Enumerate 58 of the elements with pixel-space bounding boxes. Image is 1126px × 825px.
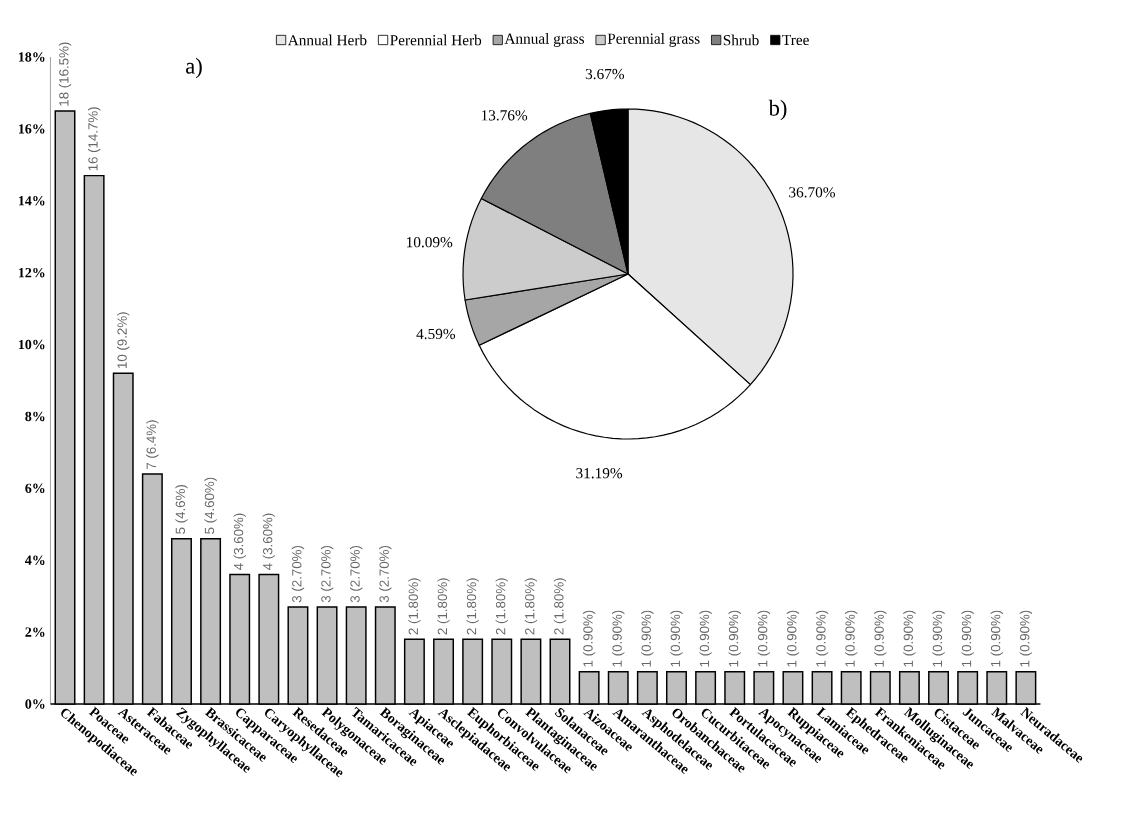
y-tick-label: 12% — [18, 267, 45, 278]
data-label: 1 (0.90%) — [961, 610, 974, 667]
data-label: 1 (0.90%) — [641, 610, 654, 667]
data-label: 1 (0.90%) — [699, 610, 712, 667]
data-label: 16 (14.7%) — [87, 107, 101, 171]
data-label: 3 (2.70%) — [379, 545, 392, 603]
y-tick-label: 16% — [18, 124, 45, 134]
data-label: 1 (0.90%) — [728, 610, 741, 667]
legend-label: Annual Herb — [287, 34, 367, 46]
y-tick-label: 10% — [18, 339, 45, 350]
legend-label: Perennial grass — [607, 33, 700, 47]
y-tick-label: 8% — [25, 411, 45, 422]
chart-title: a) — [186, 57, 202, 79]
data-label: 1 (0.90%) — [932, 610, 945, 667]
data-label: 2 (1.80%) — [553, 578, 567, 635]
legend-label: Perennial Herb — [390, 34, 482, 46]
data-label: 1 (0.90%) — [903, 610, 916, 667]
y-tick-label: 0% — [25, 699, 45, 709]
data-label: 3 (2.70%) — [291, 545, 305, 603]
data-label: 36.70% — [789, 187, 836, 198]
data-label: 3 (2.70%) — [320, 545, 334, 603]
y-tick-label: 2% — [25, 627, 45, 637]
data-label: 5 (4.60%) — [204, 477, 217, 534]
data-label: 1 (0.90%) — [1019, 610, 1033, 667]
text: b) — [768, 99, 787, 121]
legend-label: Shrub — [723, 34, 759, 46]
data-label: 2 (1.80%) — [495, 578, 508, 635]
data-label: 1 (0.90%) — [670, 610, 683, 667]
legend-label: Tree — [782, 34, 809, 46]
data-label: 3.67% — [585, 68, 625, 80]
data-label: 2 (1.80%) — [524, 578, 538, 635]
y-tick-label: 6% — [25, 483, 45, 494]
data-label: 10.09% — [407, 237, 453, 248]
y-tick-label: 14% — [18, 196, 45, 206]
data-label: 18 (16.5%) — [58, 42, 72, 106]
data-label: 3 (2.70%) — [349, 545, 363, 603]
data-label: 1 (0.90%) — [612, 610, 625, 667]
data-label: 1 (0.90%) — [582, 610, 596, 667]
legend-label: Annual grass — [504, 33, 585, 47]
y-tick-label: 4% — [25, 555, 45, 565]
data-label: 1 (0.90%) — [757, 610, 771, 667]
data-label: 2 (1.80%) — [466, 578, 479, 635]
data-label: 1 (0.90%) — [786, 610, 800, 667]
y-tick-label: 18% — [18, 52, 45, 62]
data-label: 31.19% — [576, 468, 623, 479]
data-label: 1 (0.90%) — [990, 610, 1003, 667]
data-label: 4 (3.60%) — [233, 513, 246, 571]
data-label: 10 (9.2%) — [117, 312, 130, 369]
data-label: 1 (0.90%) — [815, 610, 829, 667]
data-label: 4.59% — [416, 328, 456, 340]
data-label: 13.76% — [481, 110, 528, 121]
data-label: 1 (0.90%) — [845, 610, 858, 667]
data-label: 2 (1.80%) — [437, 578, 450, 635]
data-label: 5 (4.6%) — [175, 485, 188, 534]
data-label: 7 (6.4%) — [146, 420, 159, 470]
data-label: 1 (0.90%) — [874, 610, 887, 667]
data-label: 2 (1.80%) — [408, 578, 421, 635]
data-label: 4 (3.60%) — [262, 513, 276, 571]
